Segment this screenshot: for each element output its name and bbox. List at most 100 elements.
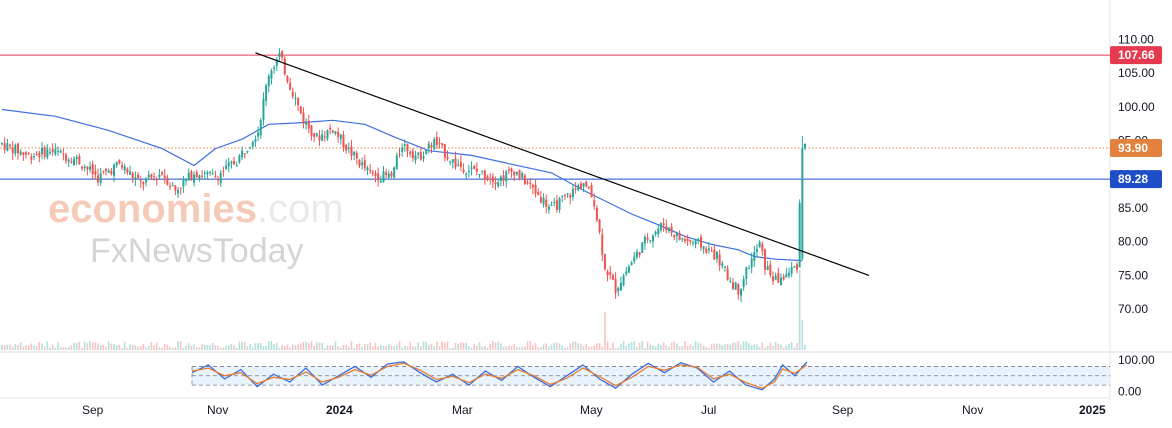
candle-body (561, 195, 564, 197)
volume-bar (129, 344, 131, 350)
candle-body (571, 188, 574, 197)
volume-bar (83, 341, 86, 350)
horizontal-levels[interactable] (0, 54, 1110, 180)
candle-body (142, 182, 145, 185)
volume-bar (497, 341, 500, 350)
volume-bar (796, 342, 798, 350)
volume-bar (505, 346, 508, 350)
volume-bar (790, 341, 793, 350)
volume-bar (433, 346, 435, 350)
candle-body (630, 262, 633, 266)
candle-body (366, 167, 369, 171)
candle-body (89, 166, 92, 170)
candle-body (107, 170, 110, 173)
candle-body (518, 169, 521, 178)
candle-body (217, 178, 220, 181)
volume-bar (163, 343, 166, 350)
trendline[interactable] (255, 52, 870, 276)
svg-text:economies.com: economies.com (48, 187, 344, 231)
volume-bar (35, 346, 38, 350)
candle-body (371, 171, 374, 174)
volume-bar (518, 346, 521, 350)
volume-bar (377, 346, 379, 350)
volume-bar (254, 343, 257, 350)
volume-bar (481, 346, 483, 350)
candle-body (473, 166, 476, 169)
candle-body (713, 249, 716, 260)
price-tick-label: 105.00 (1118, 66, 1155, 80)
volume-bar (310, 341, 313, 350)
candle-body (323, 136, 326, 138)
candle-body (614, 278, 617, 294)
candle-body (201, 175, 204, 177)
volume-bar (51, 344, 54, 350)
volume-bar (332, 345, 334, 350)
candle-body (742, 278, 745, 287)
volume-bars (1, 270, 806, 350)
candle-body (342, 134, 345, 148)
candle-body (457, 164, 460, 166)
volume-bar (537, 347, 540, 350)
candle-body (27, 152, 30, 154)
candle-body (161, 172, 164, 175)
volume-bar (686, 345, 689, 350)
candle-body (267, 75, 270, 87)
volume-bar (758, 346, 761, 350)
candle-body (667, 227, 670, 232)
volume-bar (444, 342, 446, 350)
candle-body (729, 280, 732, 282)
candle-body (462, 169, 465, 173)
volume-bar (633, 341, 636, 350)
candle-body (539, 196, 542, 203)
time-tick-label: Sep (82, 403, 104, 417)
candlesticks[interactable] (1, 48, 806, 303)
candle-body (491, 176, 494, 183)
price-badge-current (1110, 138, 1162, 157)
volume-bar (409, 341, 411, 350)
volume-bar (676, 343, 678, 350)
volume-bar (569, 343, 572, 350)
candle-body (403, 144, 406, 146)
candle-body (155, 179, 158, 181)
candle-body (721, 263, 724, 266)
candle-body (774, 275, 777, 280)
volume-bar (412, 346, 414, 350)
candle-body (91, 164, 94, 174)
volume-bar (187, 343, 190, 350)
candle-body (603, 254, 606, 270)
y-axis-panel (1110, 0, 1172, 400)
candle-body (737, 283, 740, 295)
candle-body (291, 91, 294, 97)
volume-bar (684, 341, 686, 350)
volume-bar (441, 341, 443, 350)
volume-bar (561, 345, 564, 350)
volume-bar (774, 341, 777, 350)
stochastic-d-line[interactable] (191, 362, 808, 389)
volume-bar (772, 345, 774, 350)
volume-bar (43, 346, 46, 350)
time-tick-label: Nov (207, 403, 228, 417)
volume-bar (70, 345, 73, 350)
candle-body (75, 156, 78, 160)
volume-bar (169, 346, 171, 350)
candle-body (41, 147, 44, 155)
volume-bar (73, 342, 75, 350)
candle-body (558, 198, 561, 210)
volume-bar (227, 345, 230, 350)
candle-body (299, 106, 302, 114)
candle-body (521, 173, 524, 178)
volume-bar (321, 342, 323, 350)
candle-body (470, 167, 473, 169)
candle-body (345, 144, 348, 151)
time-tick-label: Sep (832, 403, 854, 417)
volume-bar (206, 344, 209, 350)
time-axis-labels: Sep Nov 2024 Mar May Jul Sep Nov 2025 (82, 403, 1106, 417)
volume-bar (123, 341, 126, 350)
volume-bar (532, 344, 534, 350)
price-badge-resistance (1110, 46, 1162, 65)
time-tick-label: Mar (452, 403, 473, 417)
volume-bar (75, 342, 78, 350)
candle-body (193, 174, 196, 183)
volume-bar (740, 344, 742, 350)
